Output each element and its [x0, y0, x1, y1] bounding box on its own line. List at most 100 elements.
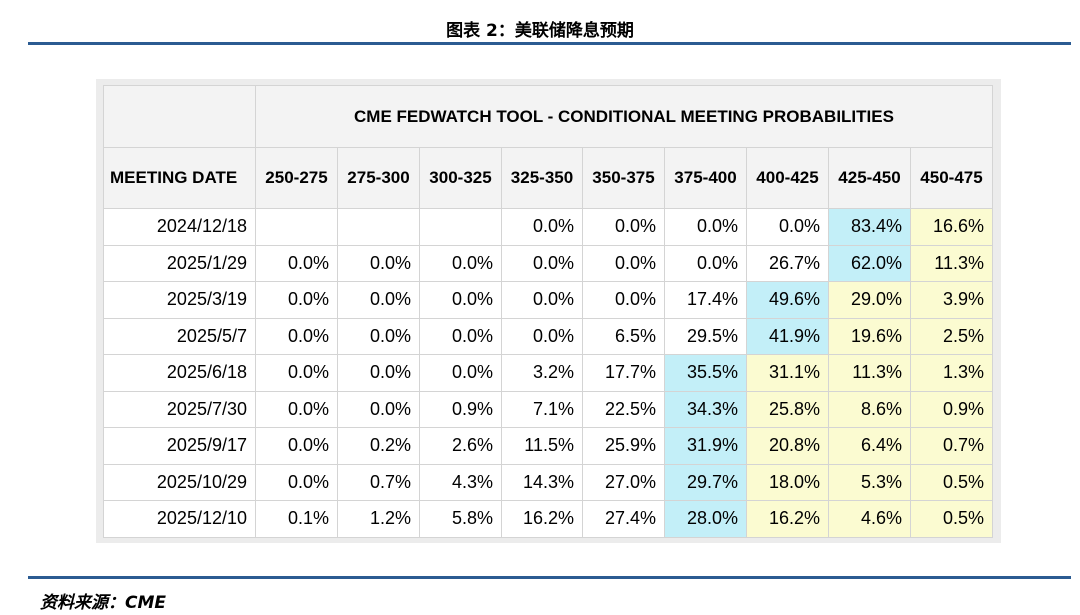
- meeting-date-cell: 2025/9/17: [103, 427, 256, 465]
- rate-range-header: 275-300: [337, 147, 420, 209]
- probability-cell: 6.4%: [828, 427, 911, 465]
- probability-cell: 27.4%: [582, 500, 665, 538]
- probability-cell: 0.0%: [255, 354, 338, 392]
- probability-cell: 17.4%: [664, 281, 747, 319]
- table-row: 2025/9/17 0.0% 0.2% 2.6% 11.5% 25.9% 31.9% 20.8…: [103, 427, 993, 465]
- probability-cell: 1.2%: [337, 500, 420, 538]
- probability-cell: 29.7%: [664, 463, 747, 501]
- probability-cell: 49.6%: [746, 281, 829, 319]
- source-note: 资料来源：CME: [40, 593, 167, 613]
- probability-cell: 22.5%: [582, 390, 665, 428]
- probability-cell: 0.0%: [582, 244, 665, 282]
- probability-cell: 29.5%: [664, 317, 747, 355]
- probability-cell: 0.9%: [910, 390, 993, 428]
- probability-cell: 0.0%: [419, 281, 502, 319]
- table-row: 2024/12/18 0.0% 0.0% 0.0% 0.0% 83.4% 16.6%: [103, 208, 993, 246]
- probability-cell: [337, 208, 420, 246]
- probability-cell: 16.6%: [910, 208, 993, 246]
- meeting-date-cell: 2025/6/18: [103, 354, 256, 392]
- probability-cell: 0.7%: [910, 427, 993, 465]
- probability-cell: 0.0%: [419, 244, 502, 282]
- probability-cell: 0.5%: [910, 463, 993, 501]
- probability-cell: 20.8%: [746, 427, 829, 465]
- table-row: 2025/1/29 0.0% 0.0% 0.0% 0.0% 0.0% 0.0% 26.7% 62…: [103, 244, 993, 282]
- meeting-date-cell: 2025/12/10: [103, 500, 256, 538]
- rate-range-header: 425-450: [828, 147, 911, 209]
- table-row: 2025/3/19 0.0% 0.0% 0.0% 0.0% 0.0% 17.4% 49.6% 2…: [103, 281, 993, 319]
- probability-cell: 0.9%: [419, 390, 502, 428]
- meeting-date-cell: 2025/7/30: [103, 390, 256, 428]
- probability-cell: 3.9%: [910, 281, 993, 319]
- meeting-date-header: MEETING DATE: [103, 147, 256, 209]
- probability-cell: 0.0%: [664, 208, 747, 246]
- rate-range-header: 350-375: [582, 147, 665, 209]
- probability-cell: 0.0%: [746, 208, 829, 246]
- probability-cell: 0.0%: [419, 317, 502, 355]
- probability-cell: 2.6%: [419, 427, 502, 465]
- probability-cell: 5.8%: [419, 500, 502, 538]
- probability-cell: 0.0%: [255, 317, 338, 355]
- probability-cell: 0.0%: [664, 244, 747, 282]
- probability-cell: 1.3%: [910, 354, 993, 392]
- probability-cell: 16.2%: [746, 500, 829, 538]
- probability-cell: 4.6%: [828, 500, 911, 538]
- probability-cell: 0.7%: [337, 463, 420, 501]
- probability-cell: 3.2%: [501, 354, 583, 392]
- table-row: 2025/12/10 0.1% 1.2% 5.8% 16.2% 27.4% 28.0% 16.…: [103, 500, 993, 538]
- rate-range-header: 375-400: [664, 147, 747, 209]
- probability-cell: 31.1%: [746, 354, 829, 392]
- probability-cell: 0.0%: [255, 463, 338, 501]
- probability-cell: 2.5%: [910, 317, 993, 355]
- probability-cell: 0.0%: [337, 354, 420, 392]
- probability-cell: 0.0%: [501, 281, 583, 319]
- probability-cell: 27.0%: [582, 463, 665, 501]
- probability-cell: 0.0%: [255, 427, 338, 465]
- probability-cell: 28.0%: [664, 500, 747, 538]
- probability-cell: 29.0%: [828, 281, 911, 319]
- probability-cell: [419, 208, 502, 246]
- rate-range-header: 300-325: [419, 147, 502, 209]
- probability-cell: 0.5%: [910, 500, 993, 538]
- probability-cell: 0.0%: [501, 317, 583, 355]
- probability-cell: 5.3%: [828, 463, 911, 501]
- probability-cell: 6.5%: [582, 317, 665, 355]
- probability-cell: 8.6%: [828, 390, 911, 428]
- probability-cell: 0.0%: [255, 244, 338, 282]
- probability-cell: 11.5%: [501, 427, 583, 465]
- table-row: 2025/5/7 0.0% 0.0% 0.0% 0.0% 6.5% 29.5% 41.9% 19…: [103, 317, 993, 355]
- probability-cell: 0.0%: [255, 281, 338, 319]
- probability-cell: 0.0%: [337, 244, 420, 282]
- probability-table-frame: CME FEDWATCH TOOL - CONDITIONAL MEETING …: [96, 79, 1001, 543]
- probability-cell: 11.3%: [910, 244, 993, 282]
- probability-cell: 0.2%: [337, 427, 420, 465]
- probability-cell: 62.0%: [828, 244, 911, 282]
- probability-cell: 31.9%: [664, 427, 747, 465]
- probability-cell: 34.3%: [664, 390, 747, 428]
- probability-cell: 16.2%: [501, 500, 583, 538]
- probability-cell: 18.0%: [746, 463, 829, 501]
- probability-cell: 25.9%: [582, 427, 665, 465]
- meeting-date-cell: 2025/5/7: [103, 317, 256, 355]
- probability-cell: 0.1%: [255, 500, 338, 538]
- rate-range-header: 325-350: [501, 147, 583, 209]
- table-banner: CME FEDWATCH TOOL - CONDITIONAL MEETING …: [255, 85, 993, 148]
- rate-range-header: 400-425: [746, 147, 829, 209]
- probability-table: CME FEDWATCH TOOL - CONDITIONAL MEETING …: [103, 85, 993, 538]
- table-row: 2025/7/30 0.0% 0.0% 0.9% 7.1% 22.5% 34.3% 25.8%…: [103, 390, 993, 428]
- figure-title: 图表 2：美联储降息预期: [446, 21, 634, 41]
- probability-cell: 83.4%: [828, 208, 911, 246]
- probability-cell: 4.3%: [419, 463, 502, 501]
- probability-cell: 7.1%: [501, 390, 583, 428]
- probability-cell: 0.0%: [337, 390, 420, 428]
- meeting-date-cell: 2025/1/29: [103, 244, 256, 282]
- meeting-date-cell: 2025/10/29: [103, 463, 256, 501]
- table-row: 2025/10/29 0.0% 0.7% 4.3% 14.3% 27.0% 29.7% 18.…: [103, 463, 993, 501]
- top-rule: [28, 42, 1071, 45]
- probability-cell: 0.0%: [582, 208, 665, 246]
- probability-cell: 14.3%: [501, 463, 583, 501]
- rate-range-header: 250-275: [255, 147, 338, 209]
- probability-cell: 0.0%: [419, 354, 502, 392]
- probability-cell: [255, 208, 338, 246]
- rate-range-header: 450-475: [910, 147, 993, 209]
- probability-cell: 17.7%: [582, 354, 665, 392]
